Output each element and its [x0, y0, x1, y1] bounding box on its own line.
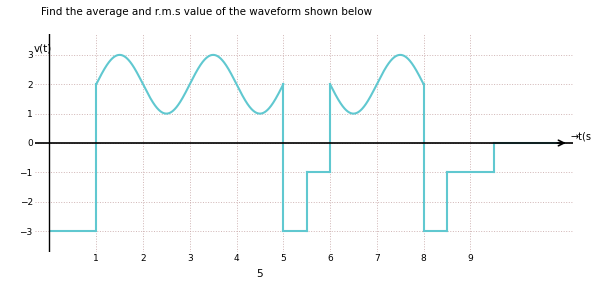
Text: Find the average and r.m.s value of the waveform shown below: Find the average and r.m.s value of the …	[41, 7, 372, 17]
Text: 5: 5	[256, 269, 263, 279]
Text: v(t): v(t)	[33, 43, 51, 53]
Text: →t(sec): →t(sec)	[571, 132, 591, 142]
